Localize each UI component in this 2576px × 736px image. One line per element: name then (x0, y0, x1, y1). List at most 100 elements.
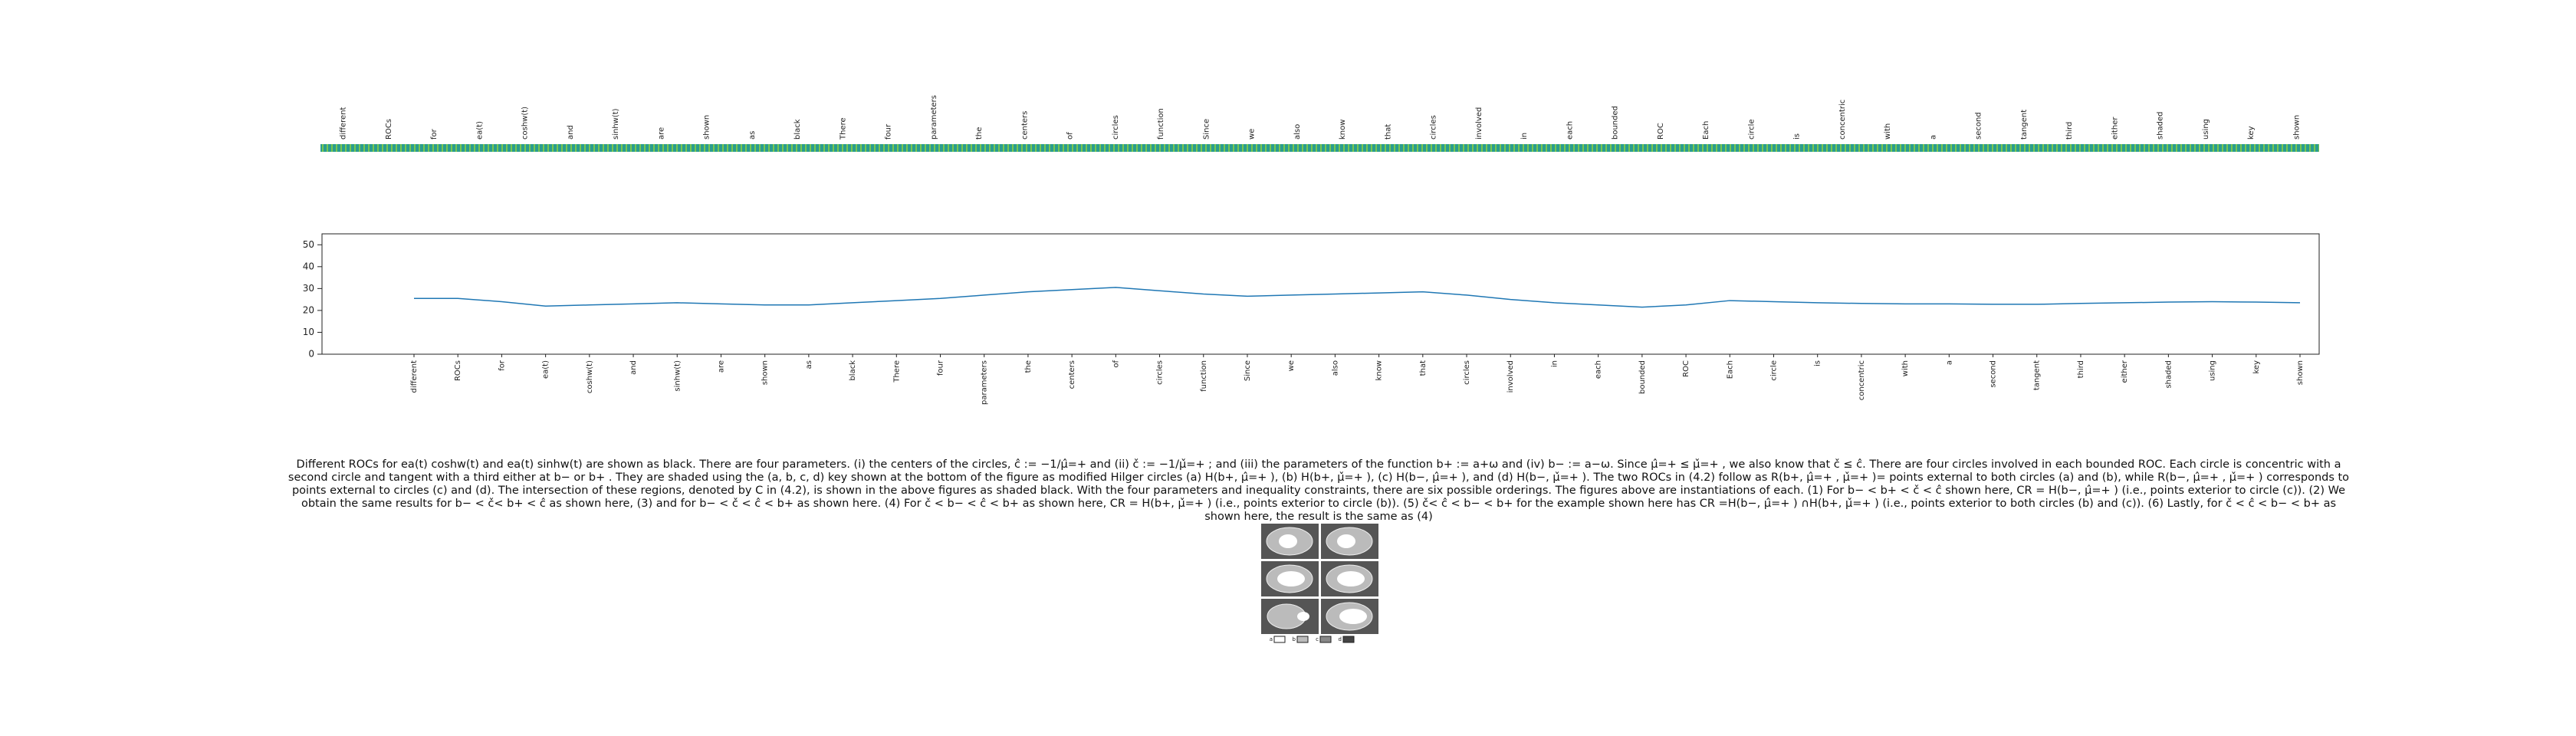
x-tick-label: ROC (1682, 360, 1691, 377)
legend-swatch (1296, 636, 1309, 643)
x-tick-label: centers (1068, 360, 1076, 389)
legend-label: d (1339, 636, 1342, 642)
plot-frame (321, 233, 2320, 355)
token-label: third (2065, 122, 2074, 140)
token-label: centers (1020, 111, 1029, 140)
token-label: circles (1112, 115, 1120, 140)
token-label: parameters (930, 95, 938, 140)
x-tick-label: know (1375, 360, 1384, 380)
token-label: Since (1202, 119, 1211, 140)
token-label: shown (703, 115, 711, 140)
token-label: circle (1747, 119, 1756, 140)
line-series (414, 287, 2301, 308)
x-tick-label: either (2121, 360, 2129, 383)
x-tick-label: bounded (1638, 360, 1647, 394)
token-label: second (1975, 112, 1983, 140)
y-tick-label: 50 (303, 239, 314, 250)
token-label: and (567, 125, 575, 140)
token-label: that (1384, 124, 1392, 140)
token-label: circles (1430, 115, 1438, 140)
x-tick-label: Each (1726, 360, 1734, 379)
y-tick-label: 10 (303, 327, 314, 337)
x-tick-label: different (410, 360, 419, 393)
token-label: each (1566, 121, 1574, 140)
token-label: involved (1475, 107, 1484, 140)
y-tick-label: 0 (308, 349, 314, 360)
x-tick-label: are (717, 360, 725, 373)
x-tick-label: sinhw(t) (673, 360, 682, 392)
token-label: for (430, 128, 439, 140)
legend-label: b (1293, 636, 1296, 642)
token-label: tangent (2020, 110, 2029, 140)
token-label: different (340, 107, 348, 140)
y-tick-label: 20 (303, 304, 314, 315)
x-tick-label: using (2209, 360, 2217, 381)
x-tick-label: black (849, 360, 857, 381)
x-tick-label: in (1550, 360, 1559, 367)
x-tick-label: There (892, 360, 901, 383)
x-tick-label: that (1419, 360, 1428, 376)
x-tick-label: of (1112, 360, 1120, 368)
image-grid (1261, 524, 1378, 634)
x-tick-label: for (498, 360, 506, 371)
token-label: key (2247, 126, 2256, 140)
x-tick-label: also (1331, 360, 1339, 376)
x-tick-label: is (1814, 360, 1822, 366)
legend-swatch (1319, 636, 1332, 643)
token-label: bounded (1612, 106, 1620, 140)
token-label: ROC (1657, 123, 1665, 140)
x-tick-label: key (2252, 360, 2261, 374)
x-tick-label: four (937, 360, 945, 376)
x-tick-label: third (2077, 360, 2085, 378)
token-label: sinhw(t) (612, 108, 620, 140)
x-tick-label: concentric (1858, 360, 1866, 400)
token-label: are (657, 127, 665, 140)
x-tick-label: circle (1769, 360, 1778, 381)
x-tick-label: shown (761, 360, 770, 385)
legend-label: a (1270, 636, 1273, 642)
x-tick-label: involved (1506, 360, 1515, 393)
token-label: Each (1702, 121, 1710, 140)
x-tick-label: circles (1156, 360, 1165, 385)
x-tick-label: with (1901, 360, 1910, 376)
token-label: we (1248, 129, 1257, 140)
token-label: using (2202, 119, 2210, 140)
token-label: shown (2292, 115, 2301, 140)
x-tick-label: we (1287, 360, 1296, 371)
x-tick-label: as (805, 360, 813, 369)
token-label: either (2111, 117, 2119, 140)
token-label: ea(t) (475, 121, 484, 140)
token-label: function (1157, 108, 1165, 140)
token-label: also (1293, 124, 1302, 140)
x-tick-label: shown (2296, 360, 2305, 385)
token-label: four (885, 123, 893, 140)
legend-label: c (1316, 636, 1319, 642)
x-tick-label: the (1024, 360, 1033, 373)
token-label: ROCs (385, 119, 393, 140)
x-tick-label: and (629, 360, 638, 375)
x-tick-label: each (1595, 360, 1603, 379)
x-tick-label: coshw(t) (586, 360, 594, 393)
token-label: shaded (2157, 111, 2165, 140)
caption: Different ROCs for ea(t) coshw(t) and ea… (288, 458, 2350, 523)
token-label: of (1066, 132, 1075, 140)
x-tick-label: ROCs (454, 360, 462, 381)
x-tick-label: ea(t) (542, 360, 550, 379)
token-label: a (1929, 135, 1937, 140)
legend-swatch (1342, 636, 1355, 643)
x-tick-label: second (1990, 360, 1998, 388)
x-tick-label: tangent (2033, 360, 2042, 390)
token-label: with (1884, 123, 1892, 140)
y-tick-label: 40 (303, 261, 314, 271)
x-tick-label: parameters (981, 360, 989, 405)
token-label: There (839, 117, 847, 140)
token-label: in (1520, 133, 1529, 140)
token-label: the (975, 127, 984, 140)
x-tick-label: function (1200, 360, 1208, 392)
token-label: concentric (1838, 100, 1847, 140)
token-strip (320, 144, 2319, 152)
y-tick-label: 30 (303, 283, 314, 294)
token-label: know (1339, 120, 1347, 140)
token-label: is (1793, 133, 1802, 140)
